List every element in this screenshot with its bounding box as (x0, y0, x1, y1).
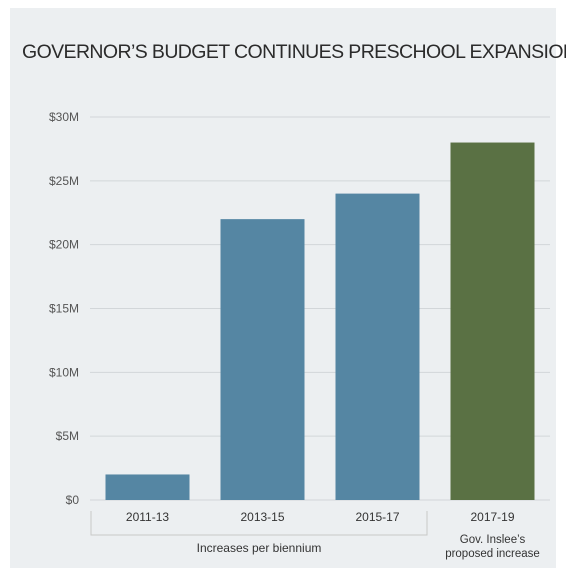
x-tick-label: 2015-17 (355, 510, 399, 524)
group-label: Increases per biennium (197, 541, 322, 555)
bar (335, 193, 420, 500)
bar (220, 219, 305, 500)
chart-title: GOVERNOR’S BUDGET CONTINUES PRESCHOOL EX… (22, 41, 566, 63)
annotation-label: Gov. Inslee’s (460, 534, 526, 546)
group-bracket (90, 511, 428, 536)
y-tick-label: $30M (49, 110, 79, 124)
y-tick-label: $25M (49, 174, 79, 188)
bar (105, 474, 190, 500)
y-tick-label: $5M (56, 429, 79, 443)
x-tick-label: 2013-15 (240, 510, 284, 524)
y-tick-label: $15M (49, 302, 79, 316)
x-tick-label: 2011-13 (126, 510, 169, 524)
y-tick-label: $0 (66, 493, 80, 507)
y-tick-label: $10M (49, 365, 79, 379)
annotation-label: proposed increase (445, 548, 540, 560)
x-tick-label: 2017-19 (470, 510, 514, 524)
bar (450, 142, 535, 501)
y-tick-label: $20M (49, 238, 79, 252)
